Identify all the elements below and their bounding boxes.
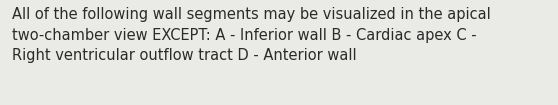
Text: All of the following wall segments may be visualized in the apical
two-chamber v: All of the following wall segments may b…	[12, 7, 491, 63]
